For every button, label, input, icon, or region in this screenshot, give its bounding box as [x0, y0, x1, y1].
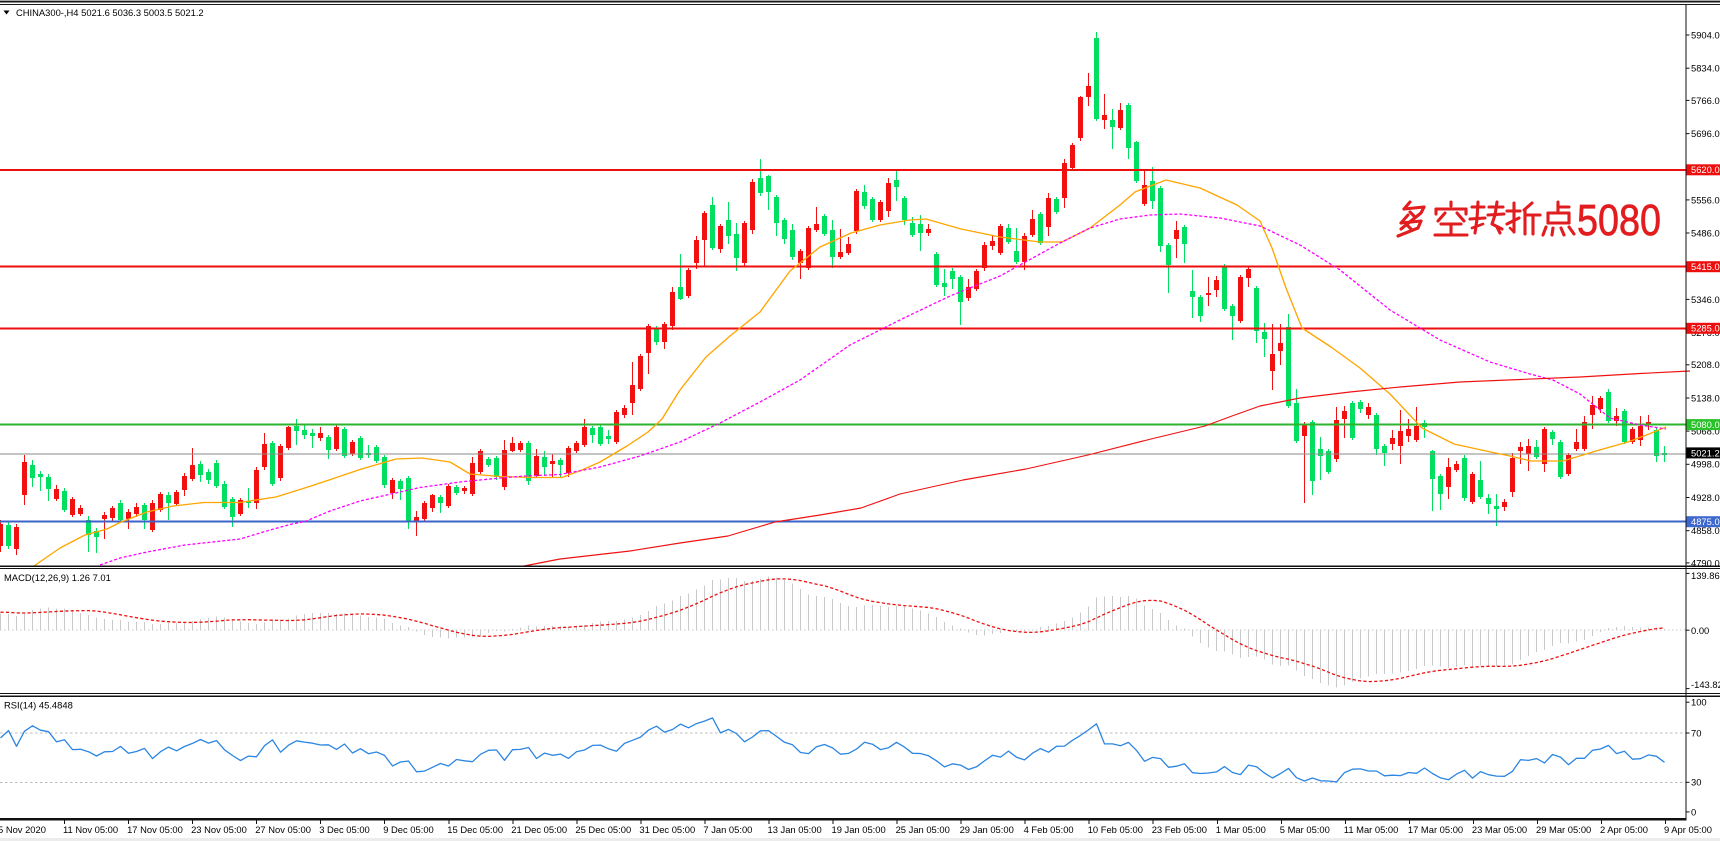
svg-text:0.00: 0.00	[1691, 625, 1709, 636]
svg-text:4998.0: 4998.0	[1691, 459, 1720, 470]
svg-text:7 Jan 05:00: 7 Jan 05:00	[703, 824, 752, 835]
svg-text:27 Nov 05:00: 27 Nov 05:00	[255, 824, 311, 835]
svg-text:139.86: 139.86	[1691, 570, 1720, 581]
svg-text:0: 0	[1691, 806, 1696, 817]
svg-text:5068.0: 5068.0	[1691, 426, 1720, 437]
svg-text:5285.0: 5285.0	[1691, 323, 1720, 334]
svg-text:9 Apr 05:00: 9 Apr 05:00	[1664, 824, 1712, 835]
svg-text:5696.0: 5696.0	[1691, 128, 1720, 139]
svg-text:30: 30	[1691, 777, 1701, 788]
svg-text:-143.82: -143.82	[1691, 679, 1720, 690]
svg-text:MACD(12,26,9) 1.26 7.01: MACD(12,26,9) 1.26 7.01	[4, 572, 111, 583]
svg-text:29 Jan 05:00: 29 Jan 05:00	[960, 824, 1014, 835]
svg-text:4858.0: 4858.0	[1691, 525, 1720, 536]
svg-text:5 Mar 05:00: 5 Mar 05:00	[1280, 824, 1330, 835]
svg-text:5834.0: 5834.0	[1691, 63, 1720, 74]
svg-text:23 Feb 05:00: 23 Feb 05:00	[1152, 824, 1207, 835]
svg-text:25 Dec 05:00: 25 Dec 05:00	[575, 824, 631, 835]
svg-text:21 Dec 05:00: 21 Dec 05:00	[511, 824, 567, 835]
svg-text:25 Jan 05:00: 25 Jan 05:00	[896, 824, 950, 835]
svg-text:70: 70	[1691, 727, 1701, 738]
svg-text:5486.0: 5486.0	[1691, 227, 1720, 238]
svg-text:5080.0: 5080.0	[1691, 419, 1720, 430]
svg-text:17 Mar 05:00: 17 Mar 05:00	[1408, 824, 1463, 835]
svg-text:29 Mar 05:00: 29 Mar 05:00	[1536, 824, 1591, 835]
svg-text:5208.0: 5208.0	[1691, 359, 1720, 370]
svg-text:9 Dec 05:00: 9 Dec 05:00	[383, 824, 434, 835]
svg-text:15 Dec 05:00: 15 Dec 05:00	[447, 824, 503, 835]
svg-text:5556.0: 5556.0	[1691, 194, 1720, 205]
svg-text:11 Nov 05:00: 11 Nov 05:00	[63, 824, 118, 835]
svg-text:5904.0: 5904.0	[1691, 29, 1720, 40]
svg-text:RSI(14) 45.4848: RSI(14) 45.4848	[4, 700, 73, 711]
svg-text:100: 100	[1691, 697, 1707, 708]
svg-text:5346.0: 5346.0	[1691, 294, 1720, 305]
svg-text:4875.0: 4875.0	[1691, 516, 1720, 527]
svg-text:23 Mar 05:00: 23 Mar 05:00	[1472, 824, 1527, 835]
svg-text:5415.0: 5415.0	[1691, 261, 1720, 272]
svg-text:10 Feb 05:00: 10 Feb 05:00	[1088, 824, 1143, 835]
svg-text:CHINA300-,H4 5021.6 5036.3 50: CHINA300-,H4 5021.6 5036.3 5003.5 5021.2	[16, 7, 204, 18]
svg-text:2 Apr 05:00: 2 Apr 05:00	[1600, 824, 1648, 835]
svg-text:5021.2: 5021.2	[1691, 447, 1720, 458]
svg-text:5138.0: 5138.0	[1691, 392, 1720, 403]
svg-text:23 Nov 05:00: 23 Nov 05:00	[191, 824, 247, 835]
svg-text:1 Mar 05:00: 1 Mar 05:00	[1216, 824, 1266, 835]
svg-text:4 Feb 05:00: 4 Feb 05:00	[1024, 824, 1074, 835]
svg-text:17 Nov 05:00: 17 Nov 05:00	[127, 824, 183, 835]
svg-text:5080: 5080	[1577, 196, 1661, 245]
svg-text:11 Mar 05:00: 11 Mar 05:00	[1344, 824, 1399, 835]
svg-text:4790.0: 4790.0	[1691, 557, 1720, 568]
svg-text:4928.0: 4928.0	[1691, 492, 1720, 503]
svg-text:5 Nov 2020: 5 Nov 2020	[0, 824, 46, 835]
svg-text:19 Jan 05:00: 19 Jan 05:00	[832, 824, 886, 835]
svg-text:3 Dec 05:00: 3 Dec 05:00	[319, 824, 370, 835]
svg-text:5620.0: 5620.0	[1691, 164, 1720, 175]
svg-text:31 Dec 05:00: 31 Dec 05:00	[639, 824, 695, 835]
svg-text:13 Jan 05:00: 13 Jan 05:00	[768, 824, 822, 835]
svg-text:5766.0: 5766.0	[1691, 95, 1720, 106]
